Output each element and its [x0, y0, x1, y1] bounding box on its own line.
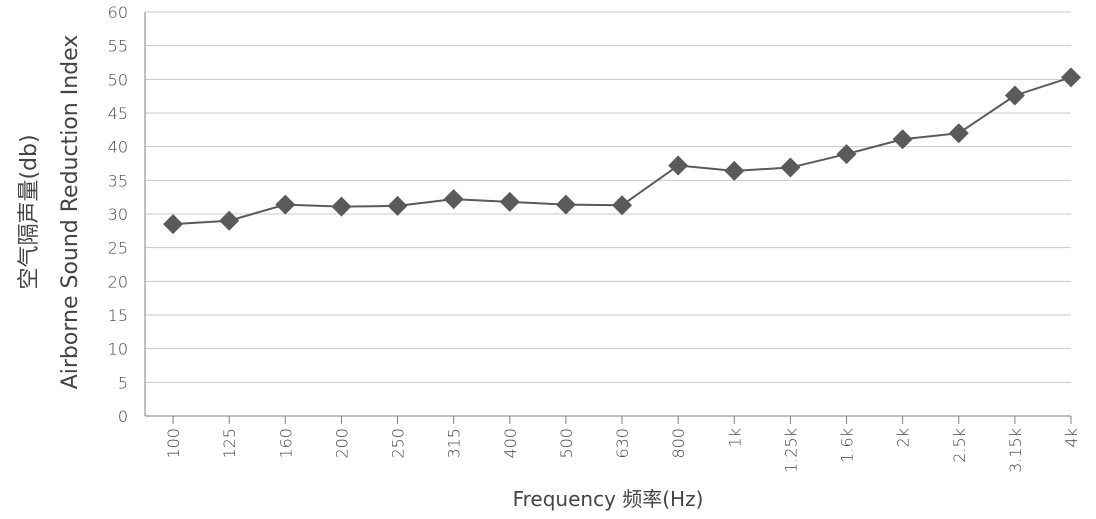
data-point — [724, 160, 745, 181]
x-tick-labels: 100 125 160 200 250 315 400 500 630 800 1k 1.25k 1.6… — [164, 428, 1081, 473]
data-point — [163, 214, 184, 235]
x-tick-label: 160 — [276, 428, 295, 459]
data-point — [331, 196, 352, 217]
y-tick-label: 45 — [108, 104, 128, 123]
y-axis-label-cn: 空气隔声量(db) — [17, 134, 42, 289]
y-tick-label: 5 — [118, 373, 128, 392]
x-tick-label: 125 — [220, 428, 239, 459]
y-tick-label: 10 — [108, 340, 128, 359]
data-point — [219, 210, 240, 231]
data-point — [780, 157, 801, 178]
y-axis-label-en: Airborne Sound Reduction Index — [58, 35, 83, 390]
y-tick-label: 35 — [108, 171, 128, 190]
x-tick-label: 630 — [613, 428, 632, 459]
data-point — [668, 155, 689, 176]
x-tick-label: 1.6k — [838, 428, 857, 463]
data-point — [1061, 67, 1081, 88]
data-point — [387, 195, 408, 216]
x-tick-label: 4k — [1062, 428, 1081, 447]
data-point — [555, 194, 576, 215]
data-point — [892, 129, 913, 150]
y-tick-label: 20 — [108, 272, 128, 291]
y-tick-label: 50 — [108, 70, 128, 89]
x-tick-label: 250 — [389, 428, 408, 459]
series — [163, 67, 1081, 235]
y-tick-label: 15 — [108, 306, 128, 325]
x-tick-label: 100 — [164, 428, 183, 459]
x-tick-label: 2k — [894, 428, 913, 447]
data-point — [612, 195, 633, 216]
data-point — [1004, 85, 1025, 106]
gridlines — [145, 11, 1071, 417]
x-tick-label: 3.15k — [1006, 428, 1025, 473]
x-tick-label: 800 — [669, 428, 688, 459]
y-tick-label: 0 — [118, 407, 128, 426]
y-tick-label: 55 — [108, 37, 128, 56]
y-tick-label: 40 — [108, 138, 128, 157]
x-tick-label: 2.5k — [950, 428, 969, 463]
x-tick-label: 500 — [557, 428, 576, 459]
x-axis-label: Frequency 频率(Hz) — [513, 487, 704, 511]
y-tick-label: 25 — [108, 239, 128, 258]
x-tick-label: 1k — [725, 428, 744, 447]
data-point — [836, 144, 857, 165]
y-tick-label: 60 — [108, 3, 128, 22]
data-point — [443, 189, 464, 210]
y-tick-label: 30 — [108, 205, 128, 224]
data-point — [275, 194, 296, 215]
x-tick-label: 200 — [332, 428, 351, 459]
x-tick-label: 1.25k — [781, 428, 800, 473]
x-tick-label: 315 — [445, 428, 464, 459]
x-tick-label: 400 — [501, 428, 520, 459]
x-axis — [144, 12, 1072, 424]
y-tick-labels: 0 5 10 15 20 25 30 35 40 45 50 55 60 — [108, 3, 128, 426]
data-point — [499, 191, 520, 212]
data-point — [948, 123, 969, 144]
